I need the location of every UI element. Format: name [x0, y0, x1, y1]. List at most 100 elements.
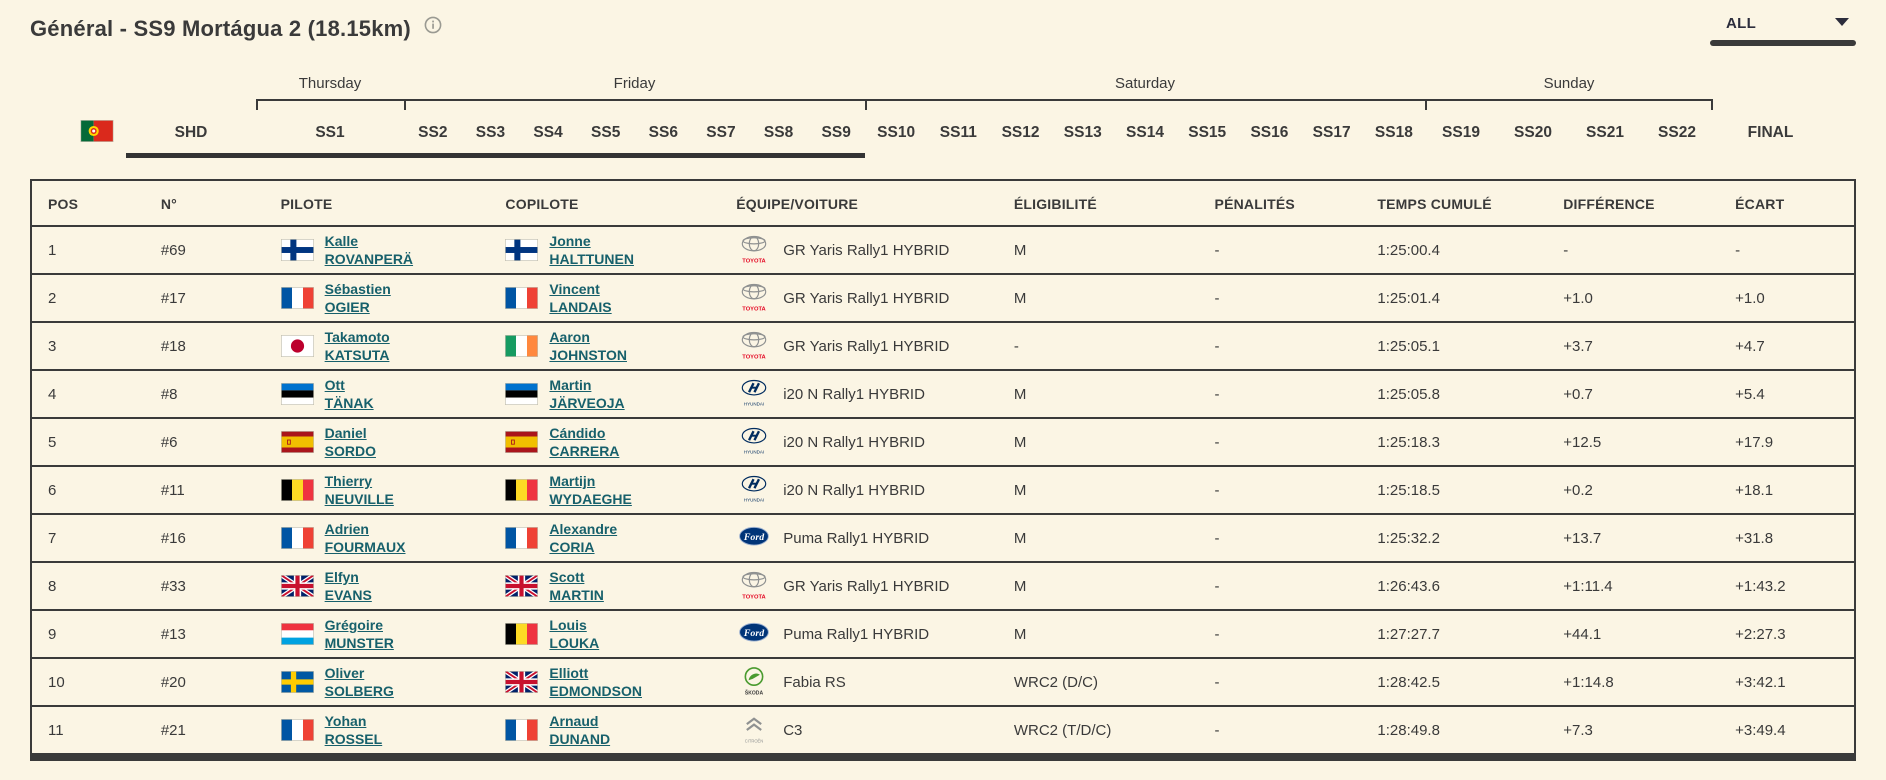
ford-logo-icon: Ford	[736, 521, 772, 555]
copilot-link[interactable]: Alexandre CORIA	[505, 520, 704, 556]
car-number-cell: #18	[144, 322, 265, 371]
stage-tab-ss20[interactable]: SS20	[1514, 124, 1552, 141]
pilot-link[interactable]: Daniel SORDO	[280, 424, 474, 460]
page-title: Général - SS9 Mortágua 2 (18.15km)	[30, 16, 411, 41]
pilot-cell: Takamoto KATSUTA	[264, 322, 490, 371]
car-name: GR Yaris Rally1 HYBRID	[783, 241, 950, 259]
pilot-last-name: EVANS	[324, 587, 372, 603]
pilot-link[interactable]: Kalle ROVANPERÄ	[280, 232, 474, 268]
stage-tab-ss1[interactable]: SS1	[315, 124, 345, 141]
penalties-cell: -	[1198, 274, 1362, 323]
eligibility-cell: M	[997, 514, 1199, 563]
pilot-cell: Sébastien OGIER	[264, 274, 490, 323]
pilot-cell: Yohan ROSSEL	[264, 706, 490, 755]
stage-tab-ss5[interactable]: SS5	[591, 124, 621, 141]
gap-cell: +31.8	[1719, 514, 1855, 563]
stage-tab-ss2[interactable]: SS2	[418, 124, 448, 141]
stage-tab-ss3[interactable]: SS3	[475, 124, 506, 141]
copilot-link[interactable]: Jonne HALTTUNEN	[505, 232, 704, 268]
cumulative-time-cell: 1:28:42.5	[1361, 658, 1548, 707]
pilot-link[interactable]: Takamoto KATSUTA	[280, 328, 474, 364]
eligibility-cell: -	[997, 322, 1199, 371]
stage-tab-ss7[interactable]: SS7	[706, 124, 736, 141]
pilot-first-name: Adrien	[324, 520, 369, 537]
results-table: POS N° PILOTE COPILOTE ÉQUIPE/VOITURE ÉLIGIBI…	[30, 179, 1856, 755]
pilot-cell: Adrien FOURMAUX	[264, 514, 490, 563]
pilot-first-name: Thierry	[324, 472, 373, 489]
stage-tab-ss9[interactable]: SS9	[821, 124, 851, 141]
info-icon[interactable]	[424, 16, 442, 39]
pilot-link[interactable]: Yohan ROSSEL	[280, 712, 474, 748]
pilot-link[interactable]: Elfyn EVANS	[279, 568, 474, 604]
pos-cell: 6	[31, 466, 145, 515]
stage-tab-ss13[interactable]: SS13	[1063, 124, 1102, 141]
pilot-link[interactable]: Adrien FOURMAUX	[280, 520, 474, 556]
stage-tab-ss18[interactable]: SS18	[1374, 124, 1413, 141]
gap-cell: +17.9	[1719, 418, 1855, 467]
pos-cell: 7	[31, 514, 145, 563]
stage-tab-ss22[interactable]: SS22	[1658, 124, 1696, 141]
copilot-link[interactable]: Louis LOUKA	[505, 616, 704, 652]
stage-tab-ss4[interactable]: SS4	[533, 124, 563, 141]
stage-tab-ss17[interactable]: SS17	[1312, 124, 1351, 141]
pilot-link[interactable]: Sébastien OGIER	[280, 280, 474, 316]
copilot-last-name: CORIA	[549, 539, 595, 555]
col-header-number: N°	[144, 180, 265, 227]
pilot-link[interactable]: Grégoire MUNSTER	[280, 616, 474, 652]
copilot-link[interactable]: Martin JÄRVEOJA	[505, 376, 704, 412]
pos-cell: 5	[31, 418, 145, 467]
stage-tab-ss14[interactable]: SS14	[1126, 124, 1164, 141]
copilot-link[interactable]: Cándido CARRERA	[505, 424, 704, 460]
penalties-cell: -	[1198, 610, 1362, 659]
pilot-first-name: Kalle	[324, 232, 359, 249]
stage-tab-ss10[interactable]: SS10	[877, 124, 916, 141]
car-name: C3	[783, 721, 803, 739]
belgium-flag-icon	[505, 623, 539, 645]
estonia-flag-icon	[280, 383, 314, 405]
france-flag-icon	[505, 287, 539, 309]
stage-tab-ss6[interactable]: SS6	[648, 124, 678, 141]
category-filter-dropdown[interactable]: ALL	[1710, 14, 1856, 46]
team-car-cell: ŠKODA Fabia RS	[720, 658, 998, 707]
col-header-eligibility: ÉLIGIBILITÉ	[997, 180, 1199, 227]
copilot-link[interactable]: Scott MARTIN	[504, 568, 704, 604]
pilot-first-name: Sébastien	[324, 280, 391, 297]
stage-tab-ss19[interactable]: SS19	[1442, 124, 1480, 141]
copilot-link[interactable]: Vincent LANDAIS	[505, 280, 704, 316]
stage-tab-ss15[interactable]: SS15	[1188, 124, 1227, 141]
eligibility-cell: WRC2 (D/C)	[997, 658, 1199, 707]
pilot-link[interactable]: Oliver SOLBERG	[280, 664, 474, 700]
cumulative-time-cell: 1:28:49.8	[1361, 706, 1548, 755]
difference-cell: +1.0	[1547, 274, 1720, 323]
eligibility-cell: M	[997, 466, 1199, 515]
penalties-cell: -	[1198, 562, 1362, 611]
copilot-link[interactable]: Arnaud DUNAND	[505, 712, 704, 748]
cumulative-time-cell: 1:25:18.5	[1361, 466, 1548, 515]
pilot-link[interactable]: Thierry NEUVILLE	[280, 472, 474, 508]
eligibility-cell: M	[997, 274, 1199, 323]
copilot-first-name: Louis	[549, 616, 587, 633]
stage-tab-final[interactable]: FINAL	[1747, 124, 1794, 141]
copilot-cell: Aaron JOHNSTON	[489, 322, 721, 371]
copilot-link[interactable]: Aaron JOHNSTON	[505, 328, 704, 364]
copilot-link[interactable]: Martijn WYDAEGHE	[505, 472, 704, 508]
pilot-link[interactable]: Ott TÄNAK	[280, 376, 474, 412]
stage-tab-ss16[interactable]: SS16	[1250, 124, 1289, 141]
category-filter-value: ALL	[1726, 14, 1757, 32]
stage-tab-ss8[interactable]: SS8	[763, 124, 794, 141]
copilot-link[interactable]: Elliott EDMONDSON	[504, 664, 704, 700]
stage-tab-ss11[interactable]: SS11	[939, 124, 977, 141]
great-britain-flag-icon	[279, 573, 315, 599]
copilot-cell: Vincent LANDAIS	[489, 274, 721, 323]
car-number-cell: #20	[144, 658, 265, 707]
pilot-last-name: SOLBERG	[324, 683, 394, 699]
stage-tab-ss21[interactable]: SS21	[1586, 124, 1624, 141]
stage-tab-ss12[interactable]: SS12	[1001, 124, 1040, 141]
car-number-cell: #11	[144, 466, 265, 515]
copilot-cell: Scott MARTIN	[489, 562, 721, 611]
eligibility-cell: M	[997, 562, 1199, 611]
copilot-first-name: Cándido	[549, 424, 606, 441]
car-name: GR Yaris Rally1 HYBRID	[783, 337, 950, 355]
team-car-cell: HYUNDAI i20 N Rally1 HYBRID	[720, 466, 998, 515]
stage-tab-shd[interactable]: SHD	[174, 124, 208, 141]
